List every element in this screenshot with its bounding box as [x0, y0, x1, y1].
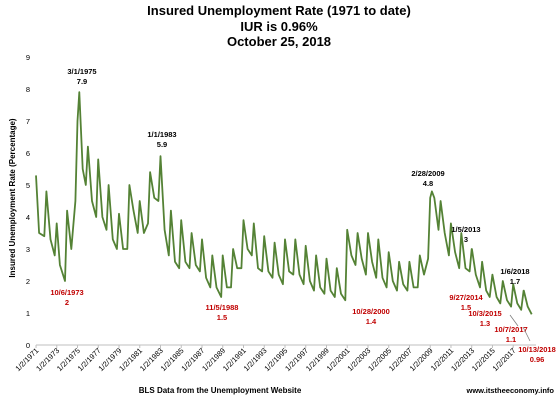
y-axis-ticks: 0 1 2 3 4 5 6 7 8 9 [26, 53, 30, 350]
callout-value: 4.8 [423, 179, 433, 188]
y-tick-label: 6 [26, 149, 30, 158]
callout-value: 1.4 [366, 317, 377, 326]
callout-date: 11/5/1988 [206, 303, 239, 312]
y-tick-label: 7 [26, 117, 30, 126]
callout-date: 9/27/2014 [449, 293, 483, 302]
callout-date: 10/6/1973 [50, 288, 83, 297]
chart-title: Insured Unemployment Rate (1971 to date) [147, 3, 411, 18]
callout-date: 2/28/2009 [411, 169, 444, 178]
callout-value: 0.96 [530, 355, 545, 364]
y-tick-label: 5 [26, 181, 30, 190]
x-tick-label: 1/2/2017 [491, 346, 518, 373]
callout-value: 1.3 [480, 319, 490, 328]
callout-leader-line [522, 326, 531, 342]
y-tick-label: 1 [26, 309, 30, 318]
callout-date: 10/13/2018 [518, 345, 556, 354]
callout-date: 10/7/2017 [494, 325, 527, 334]
series-layer [35, 91, 533, 315]
y-tick-label: 9 [26, 53, 30, 62]
callout-value: 2 [65, 298, 69, 307]
footer-website: www.itstheeconomy.info [465, 386, 554, 395]
callout-value: 1.1 [506, 335, 516, 344]
callout-date: 3/1/1975 [67, 67, 96, 76]
chart-subtitle-1: IUR is 0.96% [240, 19, 318, 34]
callout-value: 1.5 [217, 313, 227, 322]
callout-date: 10/28/2000 [352, 307, 390, 316]
x-axis-label: BLS Data from the Unemployment Website [139, 386, 302, 395]
y-tick-label: 3 [26, 245, 30, 254]
y-axis-label: Insured Unemployment Rate (Percentage) [8, 118, 17, 277]
callout-date: 1/5/2013 [451, 225, 480, 234]
callout-value: 3 [464, 235, 468, 244]
callout-value: 7.9 [77, 77, 87, 86]
series-line [35, 91, 533, 315]
callout-leader-line [509, 314, 519, 327]
callout-value: 1.5 [461, 303, 471, 312]
callout-date: 10/3/2015 [468, 309, 501, 318]
callout-date: 1/6/2018 [500, 267, 529, 276]
y-tick-label: 0 [26, 341, 30, 350]
chart-subtitle-2: October 25, 2018 [227, 34, 331, 49]
y-tick-label: 2 [26, 277, 30, 286]
callout-value: 5.9 [157, 140, 167, 149]
y-tick-label: 4 [26, 213, 30, 222]
callout-value: 1.7 [510, 277, 520, 286]
y-tick-label: 8 [26, 85, 30, 94]
x-axis-ticks: 1/2/19711/2/19731/2/19751/2/19771/2/1979… [13, 345, 518, 373]
callout-date: 1/1/1983 [147, 130, 176, 139]
